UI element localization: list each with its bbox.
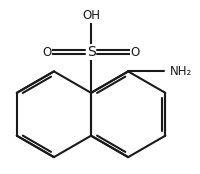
Text: O: O [131, 46, 140, 59]
Text: S: S [87, 45, 95, 59]
Text: OH: OH [82, 9, 100, 22]
Text: NH₂: NH₂ [170, 65, 192, 78]
Text: O: O [42, 46, 51, 59]
